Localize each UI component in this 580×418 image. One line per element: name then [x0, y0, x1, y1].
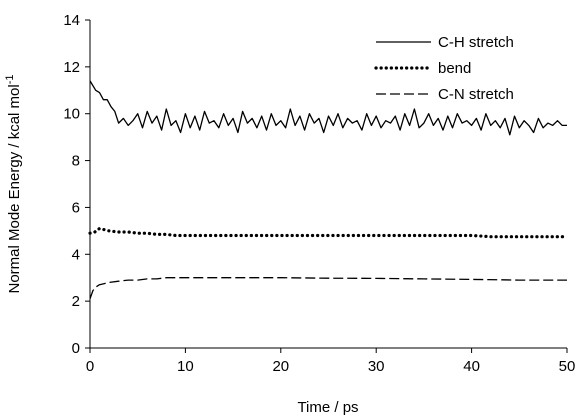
- x-axis-label: Time / ps: [297, 399, 358, 416]
- y-tick-label: 6: [72, 199, 80, 216]
- legend-item-bend: bend: [374, 60, 471, 77]
- y-tick-label: 10: [63, 106, 80, 123]
- x-axis-ticks: 0 10 20 30 40 50: [86, 348, 576, 375]
- legend-label-bend: bend: [438, 60, 471, 77]
- y-tick-label: 4: [72, 246, 80, 263]
- y-tick-label: 14: [63, 12, 80, 29]
- y-axis-ticks: 0 2 4 6 8 10 12 14: [63, 12, 90, 357]
- legend-label-cn-stretch: C-N stretch: [438, 86, 514, 103]
- y-tick-label: 12: [63, 59, 80, 76]
- y-tick-label: 8: [72, 153, 80, 170]
- y-axis-label-main: Normal Mode Energy / kcal mol: [6, 84, 23, 293]
- series-line-bend: [88, 226, 569, 239]
- legend-label-ch-stretch: C-H stretch: [438, 34, 514, 51]
- x-tick-label: 10: [177, 358, 194, 375]
- plot-area: [89, 20, 567, 349]
- series-line-c-h-stretch: [89, 80, 567, 136]
- x-tick-label: 0: [86, 358, 94, 375]
- x-tick-label: 50: [559, 358, 576, 375]
- x-tick-label: 30: [368, 358, 385, 375]
- legend-item-ch-stretch: C-H stretch: [376, 34, 514, 51]
- series-line-c-n-stretch: [89, 277, 567, 300]
- y-tick-label: 0: [72, 340, 80, 357]
- series-lines: [88, 80, 569, 300]
- legend-item-cn-stretch: C-N stretch: [376, 86, 514, 103]
- x-tick-label: 20: [272, 358, 289, 375]
- legend: C-H stretch bend C-N stretch: [374, 34, 514, 103]
- y-axis-label-superscript: -1: [4, 74, 16, 84]
- y-axis-label: Normal Mode Energy / kcal mol-1: [4, 74, 23, 293]
- y-tick-label: 2: [72, 293, 80, 310]
- x-tick-label: 40: [463, 358, 480, 375]
